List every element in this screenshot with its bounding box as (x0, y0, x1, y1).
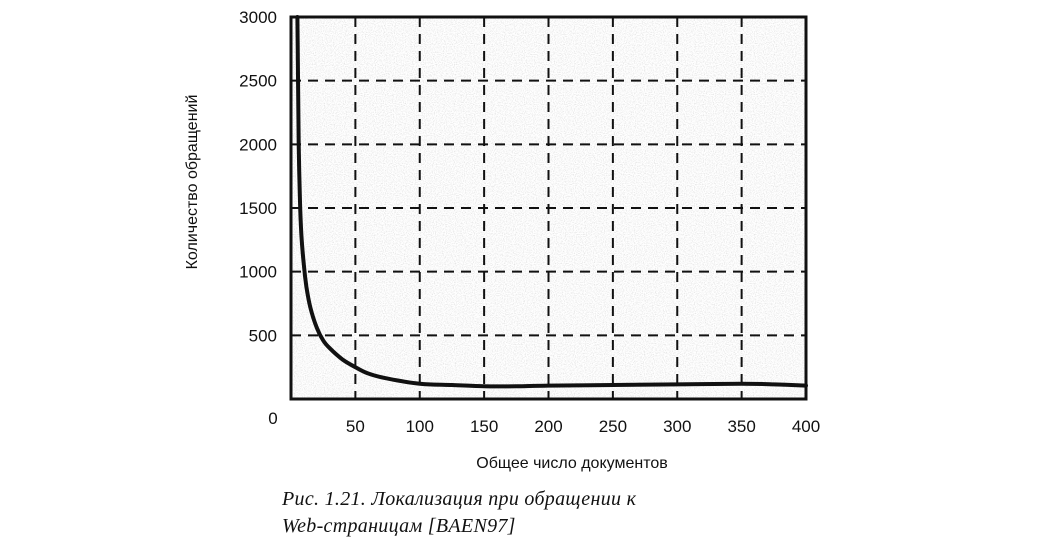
y-tick-label-4: 2500 (239, 72, 277, 91)
x-axis-title: Общее число документов (476, 455, 667, 472)
plot-frame (289, 15, 808, 401)
caption-line-2: Web-страницам [BAEN97] (282, 515, 516, 537)
y-tick-label-2: 1500 (239, 199, 277, 218)
y-tick-label-3: 2000 (239, 135, 277, 154)
x-tick-label-3: 200 (534, 417, 562, 436)
y-tick-label-0: 500 (249, 326, 277, 345)
figure-caption: Рис. 1.21. Локализация при обращении к W… (282, 486, 636, 540)
caption-line-1: Рис. 1.21. Локализация при обращении к (282, 488, 637, 510)
y-tick-label-1: 1000 (239, 263, 277, 282)
origin-label: 0 (268, 409, 277, 428)
grid (291, 17, 806, 399)
series-line (295, 15, 808, 389)
y-tick-labels: 500 1000 1500 2000 2500 3000 (239, 8, 277, 345)
x-tick-label-7: 400 (792, 417, 820, 436)
x-tick-label-2: 150 (470, 417, 498, 436)
x-tick-label-5: 300 (663, 417, 691, 436)
x-tick-label-4: 250 (599, 417, 627, 436)
x-tick-label-1: 100 (406, 417, 434, 436)
y-axis-title: Количество обращений (184, 95, 201, 270)
x-tick-label-0: 50 (346, 417, 365, 436)
y-tick-label-5: 3000 (239, 8, 277, 27)
x-tick-labels: 50 100 150 200 250 300 350 400 (346, 417, 820, 436)
x-tick-label-6: 350 (727, 417, 755, 436)
